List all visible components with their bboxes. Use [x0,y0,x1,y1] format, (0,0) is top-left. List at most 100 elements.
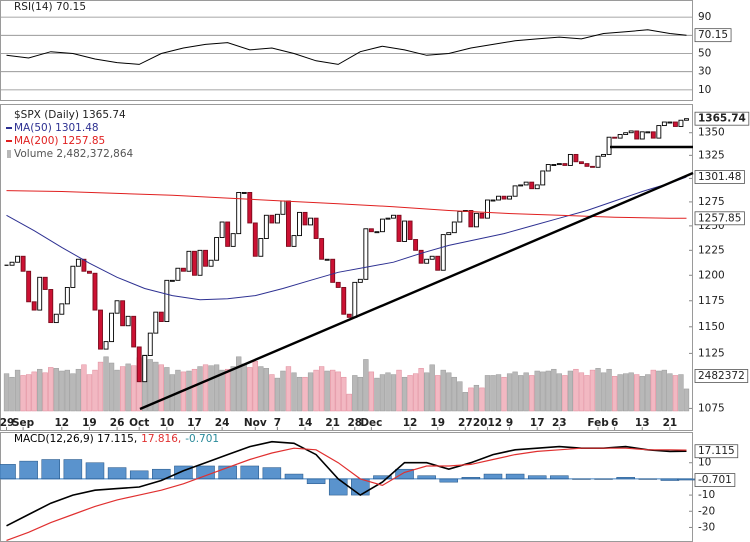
candle [241,191,247,194]
candle [308,217,314,226]
volume-bar [639,376,645,412]
x-tick-label: Feb [587,417,609,429]
volume-bar [446,372,452,412]
x-tick-label: 27 [458,417,473,429]
candle [81,258,87,272]
volume-bar [31,371,37,412]
candle [567,153,573,166]
candle [678,119,684,127]
volume-bar [523,372,529,412]
x-tick-label: 12 [403,417,418,429]
macd-histogram-bar [417,475,436,480]
volume-bar [396,369,402,412]
volume-bar [429,364,435,412]
candle [42,276,48,290]
candle [562,163,568,166]
candle [418,249,424,264]
candle [225,221,231,247]
volume-bar [14,369,21,412]
x-tick-label: 26 [110,417,125,429]
x-tick-label: Sep [12,417,35,429]
candle [286,200,291,247]
volume-bar [263,368,269,412]
candle [192,250,197,276]
volume-bar [683,388,690,412]
candle [479,212,485,219]
candle [534,184,540,190]
candle [214,237,220,261]
volume-bar [247,367,253,412]
volume-bar [202,364,209,412]
candle [363,228,369,280]
volume-bar [573,368,579,412]
volume-bar [324,370,330,412]
x-tick-label: Oct [129,417,149,429]
candle [197,249,203,276]
legend-entry: Volume 2,482,372,864 [14,148,134,160]
candle [258,238,264,257]
x-tick-label: 29 [0,417,14,429]
volume-bar [64,369,70,412]
candle [440,234,446,271]
last-value-box [694,28,732,43]
candle [142,355,148,383]
x-tick-label: 12 [54,417,69,429]
macd-histogram-bar [240,465,260,480]
candle [109,312,115,343]
candle [402,220,407,242]
candle [20,255,26,272]
volume-bar [291,372,297,412]
volume-bar [142,354,148,412]
macd-histogram-bar [505,473,525,480]
volume-bar [241,363,247,412]
last-value-box [694,369,749,383]
volume-bar [208,365,214,412]
candle [53,313,59,324]
candle [280,200,286,215]
candle [424,258,430,264]
last-value-box [694,170,745,184]
volume-bar [330,369,336,412]
candle [86,270,92,274]
x-tick-label: 19 [82,417,97,429]
y-tick-label: 50 [698,48,711,60]
volume-bar [501,376,507,412]
macd-histogram-bar [483,473,503,480]
legend-entry: MA(200) 1257.85 [14,135,105,147]
y-tick-label: 1175 [698,295,725,307]
volume-bar [252,360,258,412]
volume-bar [280,370,286,412]
candle [319,238,325,260]
volume-bar [175,369,181,412]
volume-bar [346,393,352,412]
macd-histogram-bar [63,459,83,480]
candle [98,309,103,350]
candle [684,118,689,121]
volume-bar [578,372,585,412]
last-value-box [694,211,745,226]
y-tick-label: 1325 [698,149,725,161]
volume-bar [307,372,314,412]
candle [407,220,413,240]
volume-bar [645,374,651,412]
x-tick-label: 10 [160,417,175,429]
candle [368,228,374,233]
volume-bar [258,366,264,412]
candle [131,315,137,348]
volume-bar [108,362,115,412]
volume-bar [169,374,176,412]
macd-line [6,447,687,541]
y-tick-label: 10 [698,457,711,469]
volume-bar [634,374,640,412]
candle [556,163,562,166]
candle [103,341,109,350]
last-value-box [694,473,736,487]
y-tick-label: -10 [698,489,715,501]
candle [252,222,258,257]
candle [628,130,634,134]
candle [59,303,65,315]
candle [114,300,120,314]
legend-entry: -0.701 [185,433,219,445]
candle [158,311,164,322]
